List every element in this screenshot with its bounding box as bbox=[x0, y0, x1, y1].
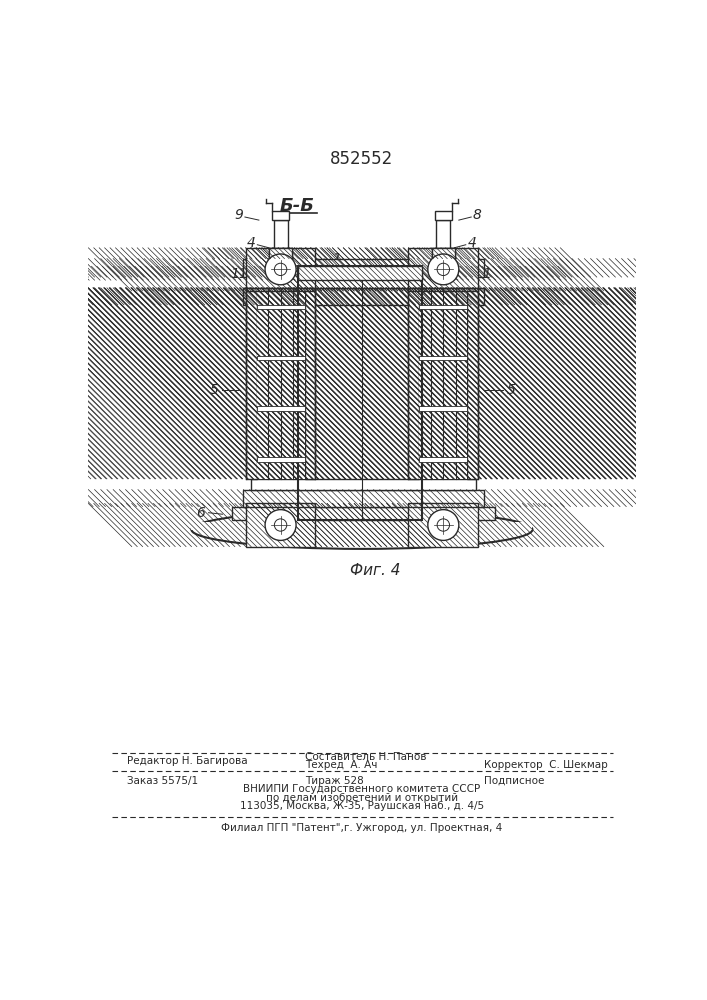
Bar bbox=[232, 507, 495, 520]
Bar bbox=[246, 248, 315, 291]
Bar bbox=[419, 305, 467, 309]
Text: 6: 6 bbox=[197, 506, 205, 520]
Circle shape bbox=[265, 254, 296, 285]
Text: Техред  А. Ач: Техред А. Ач bbox=[305, 760, 378, 770]
Text: Редактор Н. Багирова: Редактор Н. Багирова bbox=[127, 756, 247, 766]
Bar bbox=[269, 248, 292, 259]
Text: 9: 9 bbox=[234, 208, 243, 222]
Text: Подписное: Подписное bbox=[484, 776, 544, 786]
Bar bbox=[419, 356, 467, 360]
Bar bbox=[251, 277, 476, 288]
Bar bbox=[272, 211, 289, 220]
Bar bbox=[409, 248, 478, 291]
Bar bbox=[409, 288, 419, 479]
Bar bbox=[246, 503, 315, 547]
Bar bbox=[436, 220, 450, 248]
Text: Корректор  С. Шекмар: Корректор С. Шекмар bbox=[484, 760, 607, 770]
Bar bbox=[243, 259, 484, 277]
Bar bbox=[419, 406, 467, 411]
Bar bbox=[419, 457, 467, 462]
Circle shape bbox=[428, 510, 459, 540]
Text: Фиг. 4: Фиг. 4 bbox=[350, 563, 400, 578]
Text: по делам изобретений и открытий: по делам изобретений и открытий bbox=[266, 793, 458, 803]
Text: 4: 4 bbox=[247, 236, 255, 250]
Bar bbox=[257, 356, 305, 360]
Bar bbox=[257, 457, 305, 462]
Text: ВНИИПИ Государственного комитета СССР: ВНИИПИ Государственного комитета СССР bbox=[243, 784, 481, 794]
Bar bbox=[243, 490, 484, 507]
Text: 2: 2 bbox=[402, 375, 411, 389]
Bar bbox=[298, 266, 421, 520]
Circle shape bbox=[274, 263, 287, 276]
Bar bbox=[246, 288, 257, 479]
Bar bbox=[467, 288, 478, 479]
Bar bbox=[251, 479, 476, 490]
Circle shape bbox=[428, 254, 459, 285]
Bar bbox=[257, 406, 305, 411]
Bar bbox=[419, 288, 467, 479]
Bar bbox=[243, 288, 484, 305]
Text: 8: 8 bbox=[473, 208, 482, 222]
Bar bbox=[298, 266, 421, 520]
Circle shape bbox=[437, 519, 450, 531]
Text: 4: 4 bbox=[467, 236, 477, 250]
Bar bbox=[435, 211, 452, 220]
Bar bbox=[432, 248, 455, 259]
Bar bbox=[432, 248, 455, 259]
Bar bbox=[409, 503, 478, 547]
Text: 1: 1 bbox=[332, 252, 341, 266]
Circle shape bbox=[274, 519, 287, 531]
Text: 113035, Москва, Ж-35, Раушская наб., д. 4/5: 113035, Москва, Ж-35, Раушская наб., д. … bbox=[240, 801, 484, 811]
Text: 5: 5 bbox=[209, 382, 218, 396]
Text: 11: 11 bbox=[474, 267, 493, 281]
Bar bbox=[257, 305, 305, 309]
Text: Составитель Н. Панов: Составитель Н. Панов bbox=[305, 752, 427, 762]
Bar bbox=[298, 266, 421, 280]
Text: 852552: 852552 bbox=[330, 149, 394, 167]
Text: Филиал ПГП "Патент",г. Ужгород, ул. Проектная, 4: Филиал ПГП "Патент",г. Ужгород, ул. Прое… bbox=[221, 823, 503, 833]
Circle shape bbox=[437, 263, 450, 276]
Text: Тираж 528: Тираж 528 bbox=[305, 776, 364, 786]
Text: Заказ 5575/1: Заказ 5575/1 bbox=[127, 776, 198, 786]
Ellipse shape bbox=[192, 510, 532, 549]
Text: 5: 5 bbox=[506, 382, 515, 396]
Bar bbox=[257, 288, 305, 479]
Text: Б-Б: Б-Б bbox=[280, 197, 315, 215]
Bar bbox=[305, 288, 315, 479]
Text: 11: 11 bbox=[230, 267, 248, 281]
Bar bbox=[274, 220, 288, 248]
Circle shape bbox=[265, 510, 296, 540]
Bar bbox=[192, 522, 532, 530]
Bar bbox=[269, 248, 292, 259]
